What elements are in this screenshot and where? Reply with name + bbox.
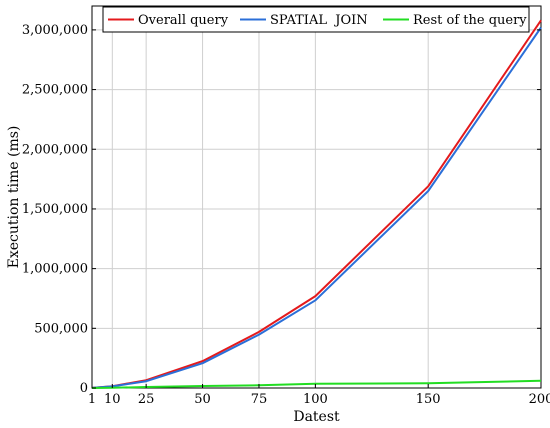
legend-label: Rest of the query xyxy=(413,13,527,28)
x-tick-label: 25 xyxy=(138,392,155,407)
legend-box xyxy=(102,6,530,33)
series-lines xyxy=(91,19,542,389)
legend: Overall query SPATIAL JOIN Rest of the que… xyxy=(102,6,530,33)
y-tick-label: 2,500,000 xyxy=(22,83,88,98)
x-tick-label: 75 xyxy=(251,392,268,407)
series-line-3 xyxy=(91,379,542,389)
y-axis-title: Execution time (ms) xyxy=(6,126,22,269)
x-tick-label: 10 xyxy=(104,392,121,407)
y-tick-label: 1,000,000 xyxy=(22,262,88,277)
x-tick-label: 150 xyxy=(416,392,441,407)
x-axis: 1 10 25 50 75 100 150 200 xyxy=(88,6,550,407)
x-tick-label: 50 xyxy=(194,392,211,407)
x-axis-title: Datest xyxy=(293,409,340,425)
x-tick-label: 1 xyxy=(88,392,96,407)
plot-area xyxy=(91,5,542,389)
series-line-1 xyxy=(91,19,542,389)
y-tick-label: 0 xyxy=(80,381,88,396)
legend-label: Overall query xyxy=(138,13,229,28)
legend-label: SPATIAL JOIN xyxy=(270,13,368,28)
y-axis: 0 500,000 1,000,000 1,500,000 2,000,000 2,500… xyxy=(22,23,541,396)
x-tick-label: 100 xyxy=(303,392,328,407)
y-tick-label: 500,000 xyxy=(34,321,88,336)
y-tick-label: 1,500,000 xyxy=(22,202,88,217)
x-tick-label: 200 xyxy=(529,392,550,407)
series-line-2 xyxy=(91,26,542,389)
y-tick-label: 2,000,000 xyxy=(22,142,88,157)
y-tick-label: 3,000,000 xyxy=(22,23,88,38)
grid xyxy=(91,6,542,389)
